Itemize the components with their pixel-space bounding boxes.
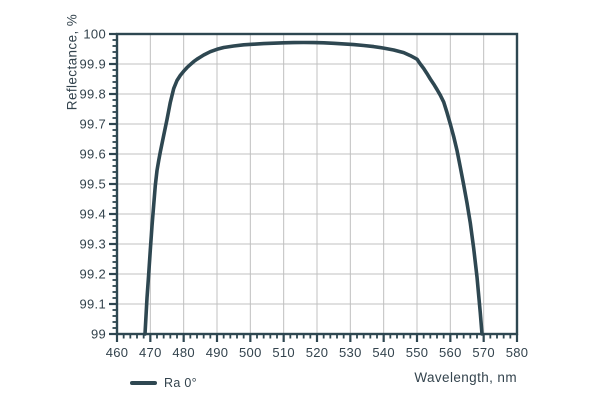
x-tick-label: 530 — [339, 345, 362, 360]
x-tick-label: 470 — [139, 345, 162, 360]
x-tick-label: 580 — [506, 345, 529, 360]
y-tick-label: 99.6 — [79, 147, 106, 162]
x-tick-label: 510 — [272, 345, 295, 360]
x-tick-label: 520 — [306, 345, 329, 360]
y-tick-label: 99.2 — [79, 267, 106, 282]
x-tick-label: 540 — [372, 345, 395, 360]
y-tick-label: 99.8 — [79, 87, 106, 102]
x-tick-label: 560 — [439, 345, 462, 360]
legend: Ra 0° — [130, 376, 197, 390]
y-tick-label: 99.5 — [79, 177, 106, 192]
plot-frame — [115, 32, 519, 336]
x-tick-label: 480 — [172, 345, 195, 360]
legend-line-swatch — [130, 381, 157, 385]
legend-label: Ra 0° — [164, 376, 197, 390]
x-tick-label: 460 — [106, 345, 129, 360]
y-axis-title: Reflectance, % — [64, 13, 80, 111]
y-tick-label: 99.7 — [79, 117, 106, 132]
y-tick-label: 99.4 — [79, 207, 106, 222]
x-tick-label: 490 — [206, 345, 229, 360]
x-tick-label: 570 — [472, 345, 495, 360]
y-tick-label: 99.1 — [79, 297, 106, 312]
y-tick-label: 99 — [91, 327, 106, 342]
y-tick-label: 99.9 — [79, 57, 106, 72]
x-axis-title: Wavelength, nm — [414, 370, 517, 385]
y-tick-label: 99.3 — [79, 237, 106, 252]
x-tick-label: 550 — [406, 345, 429, 360]
reflectance-curve — [143, 40, 484, 336]
y-tick-label: 100 — [83, 27, 106, 42]
x-tick-label: 500 — [239, 345, 262, 360]
